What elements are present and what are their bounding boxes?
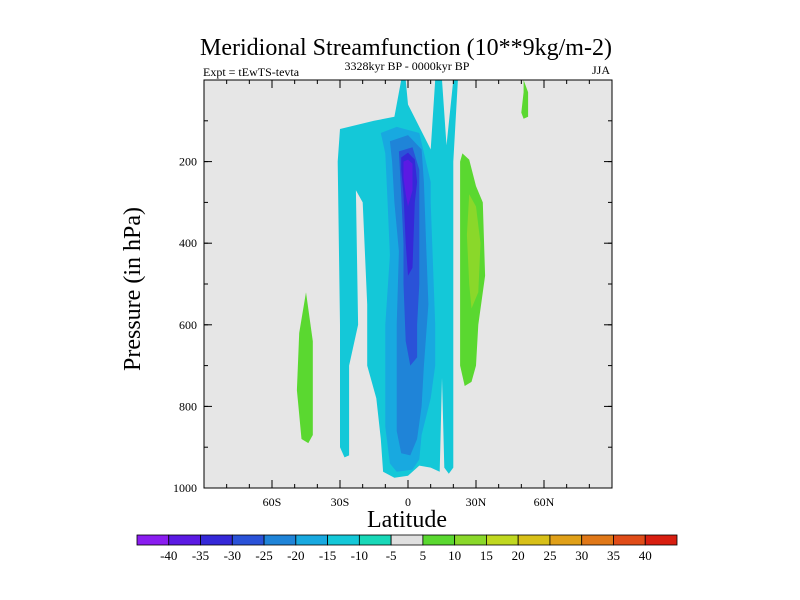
colorbar-label: 20: [512, 548, 525, 563]
colorbar-label: 15: [480, 548, 493, 563]
colorbar-box-13: [549, 534, 583, 546]
colorbar-label: -10: [351, 548, 368, 563]
colorbar-label: -20: [287, 548, 304, 563]
colorbar-box-6: [327, 534, 360, 546]
colorbar-label: 35: [607, 548, 620, 563]
colorbar-label: 30: [575, 548, 588, 563]
y-tick-label: 800: [179, 399, 197, 413]
contour-region-5: [403, 159, 413, 207]
colorbar-box-1: [168, 534, 201, 546]
colorbar-box-14: [581, 534, 614, 546]
x-tick-label: 30N: [466, 495, 487, 509]
colorbar-label: -35: [192, 548, 209, 563]
colorbar-box-10: [454, 534, 487, 546]
chart-title: Meridional Streamfunction (10**9kg/m-2): [200, 35, 612, 61]
x-tick-label: 60N: [534, 495, 555, 509]
y-tick-label: 1000: [173, 481, 197, 495]
colorbar-label: -40: [160, 548, 177, 563]
y-tick-label: 200: [179, 155, 197, 169]
colorbar-label: 25: [543, 548, 556, 563]
colorbar-label: 5: [420, 548, 427, 563]
contour-fills: [296, 80, 529, 478]
colorbar-box-0: [136, 534, 170, 546]
colorbar-box-2: [200, 534, 233, 546]
colorbar-box-15: [613, 534, 646, 546]
colorbar-box-12: [517, 534, 551, 546]
colorbar-box-3: [231, 534, 265, 546]
colorbar-box-16: [644, 534, 678, 546]
contour-region-6: [296, 292, 313, 444]
period-label: 3328kyr BP - 0000kyr BP: [345, 59, 470, 73]
x-tick-label: 60S: [263, 495, 282, 509]
colorbar-label: -30: [224, 548, 241, 563]
axis-ticks: 60S 30S 0 30N 60N 200 400 600 800 1000: [173, 80, 613, 509]
y-tick-label: 400: [179, 236, 197, 250]
season-label: JJA: [592, 63, 610, 77]
colorbar-label: 40: [639, 548, 652, 563]
colorbar-box-4: [263, 534, 297, 546]
colorbar-label: -15: [319, 548, 336, 563]
colorbar-box-8: [390, 534, 424, 546]
colorbar-label: -25: [255, 548, 272, 563]
colorbar-box-9: [422, 534, 456, 546]
colorbar-label: -5: [386, 548, 397, 563]
colorbar-box-5: [295, 534, 328, 546]
colorbar-label: 10: [448, 548, 461, 563]
colorbar-box-7: [358, 534, 392, 546]
y-tick-label: 600: [179, 318, 197, 332]
y-axis-label: Pressure (in hPa): [120, 207, 146, 371]
x-tick-label: 0: [405, 495, 411, 509]
x-tick-label: 30S: [331, 495, 350, 509]
colorbar: -40 -35 -30 -25 -20 -15 -10 -5 5 10 15 20 25 30 35 40: [136, 534, 678, 563]
colorbar-box-11: [486, 534, 519, 546]
x-axis-label: Latitude: [367, 507, 447, 533]
experiment-label: Expt = tEwTS-tevta: [203, 65, 300, 79]
contour-region-9: [466, 194, 481, 309]
contour-region-8: [521, 80, 529, 119]
plot-area: 60S 30S 0 30N 60N 200 400 600 800 1000: [173, 79, 613, 509]
